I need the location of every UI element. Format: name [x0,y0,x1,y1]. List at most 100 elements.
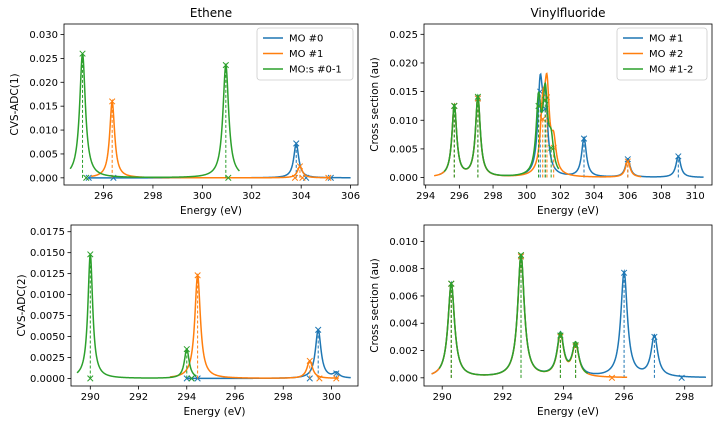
x-tick-label: 292 [129,392,148,403]
y-axis-label: CVS-ADC(1) [9,73,21,135]
chart-panel-1: Ethene 296 298 300 302 304 306 0.000 0.005 0.010 0… [9,6,360,217]
series-2-marker-4 [333,375,340,382]
x-tick-label: 306 [618,191,637,202]
series-1-marker-6 [651,333,658,341]
x-tick-label: 296 [94,191,113,202]
y-axis-label: CVS-ADC(2) [16,274,28,336]
legend: MO #1 MO #2 MO #1-2 [616,27,708,81]
plot-area [434,72,704,178]
axes-frame [423,23,713,186]
series-1-marker-5 [327,174,334,181]
series-2-marker-3 [296,163,304,170]
chart-title: Ethene [190,6,232,20]
y-tick-label: 0.0150 [30,248,65,259]
series-1-marker-6 [624,156,631,163]
series-1-curve [431,255,706,378]
series-3-marker-3 [183,345,190,353]
legend-entry: MO #1 [289,49,323,60]
y-tick-label: 0.0025 [30,353,65,364]
y-tick-label: 0.0075 [30,311,65,322]
series-3-marker-3 [222,61,229,69]
y-tick-label: 0.008 [389,264,418,275]
series-2-marker-2 [291,174,299,181]
series-3-marker-4 [225,174,232,181]
x-tick-label: 294 [416,191,435,202]
series-1-marker-7 [678,374,685,381]
x-tick-label: 290 [433,392,452,403]
series-1-marker-5 [315,326,322,333]
y-tick-label: 0.000 [29,173,58,184]
series-3-marker-2 [83,174,90,181]
series-3-marker-4 [542,97,549,104]
series-3-curve [443,81,560,177]
x-tick-label: 306 [341,191,360,202]
x-axis-label: Energy (eV) [537,205,599,217]
series-3-curve [438,253,589,376]
series-3-curve [69,53,240,179]
y-tick-label: 0.000 [389,373,418,384]
series-3-marker-4 [572,341,579,349]
series-3-marker-5 [548,144,555,151]
y-tick-label: 0.0100 [30,290,65,301]
plot-area [76,251,351,382]
x-tick-label: 296 [225,392,244,403]
series-1-curve [186,328,351,380]
series-3-marker-3 [535,102,542,110]
series-2-marker-6 [624,158,631,165]
y-tick-label: 0.015 [29,102,58,113]
y-tick-label: 0.010 [389,237,418,248]
y-tick-label: 0.020 [29,78,58,89]
y-tick-label: 0.0000 [30,374,65,385]
x-tick-label: 298 [484,191,503,202]
series-2-marker-4 [299,174,306,181]
series-3-marker-2 [517,251,525,259]
x-tick-label: 292 [493,392,512,403]
legend-entry: MO:s #0-1 [289,65,342,76]
plot-area [431,251,706,381]
series-1-marker-5 [620,269,628,276]
legend: MO #0 MO #1 MO:s #0-1 [256,27,354,81]
y-tick-label: 0.005 [389,144,418,155]
legend-box [616,27,708,81]
y-tick-label: 0.000 [389,173,418,184]
y-tick-label: 0.020 [389,58,418,69]
series-3-marker-3 [557,332,564,339]
y-tick-label: 0.030 [29,30,58,41]
x-tick-label: 302 [242,191,261,202]
legend-entry: MO #1 [649,34,683,45]
x-tick-label: 304 [585,191,604,202]
y-tick-label: 0.015 [389,87,418,98]
y-tick-label: 0.025 [29,54,58,65]
y-tick-label: 0.010 [389,116,418,127]
axes-frame [423,224,713,387]
x-tick-label: 300 [193,191,212,202]
series-1-marker-1 [85,174,92,181]
x-tick-label: 300 [517,191,536,202]
y-tick-label: 0.005 [29,149,58,160]
series-2-marker-1 [109,98,116,105]
x-tick-label: 308 [652,191,671,202]
series-3-curve [76,253,197,379]
series-2-marker-1 [194,272,201,279]
series-3-marker-1 [448,280,455,287]
series-1-marker-7 [675,153,682,160]
x-tick-label: 298 [143,191,162,202]
x-tick-label: 300 [322,392,341,403]
y-axis-label: Cross section (au) [369,57,381,152]
plot-area [69,50,351,181]
series-2-marker-5 [325,174,332,181]
legend-entry: MO #1-2 [649,65,693,76]
y-axis-label: Cross section (au) [369,258,381,353]
x-tick-label: 310 [686,191,705,202]
x-tick-label: 298 [274,392,293,403]
x-tick-label: 294 [177,392,196,403]
y-tick-label: 0.025 [389,30,418,41]
series-2-marker-3 [539,115,546,123]
series-2-curve [91,98,331,179]
x-tick-label: 296 [450,191,469,202]
legend-entry: MO #2 [649,49,683,60]
y-tick-label: 0.002 [389,346,418,357]
series-3-marker-1 [79,50,86,57]
series-1-marker-3 [293,140,300,147]
